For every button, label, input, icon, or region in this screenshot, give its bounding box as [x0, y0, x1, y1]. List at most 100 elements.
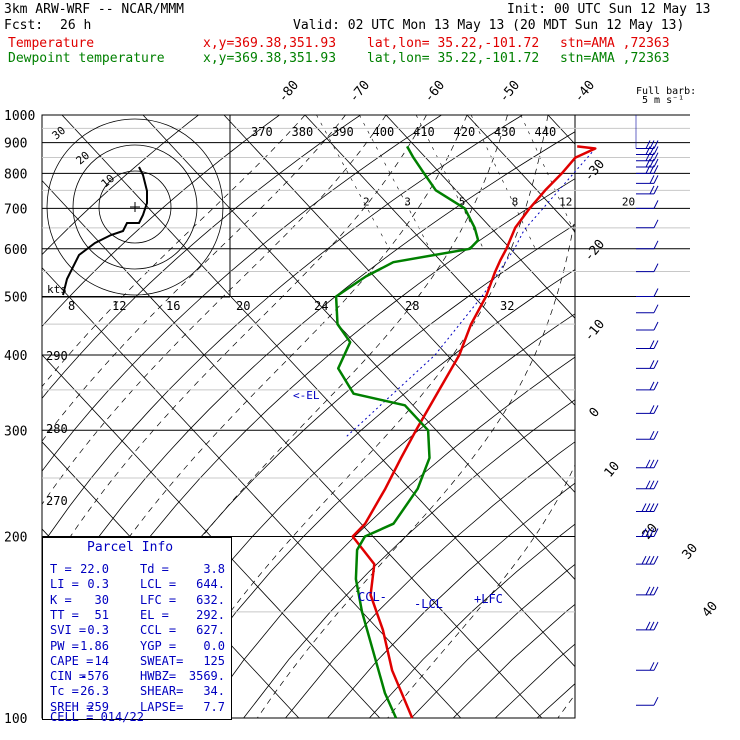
wind-barb: [636, 219, 659, 229]
legend-dewpoint-xy: x,y=369.38,351.93: [203, 51, 337, 66]
wind-barb-flag: [649, 185, 655, 195]
parcel-value: 7.7: [203, 699, 225, 714]
parcel-value: 14: [94, 653, 109, 668]
isotherm: [710, 115, 740, 718]
dry-adiabat: [42, 178, 575, 704]
parcel-value: 26.3: [80, 684, 109, 699]
wind-barb-flag: [649, 165, 655, 174]
isotherm: [42, 354, 381, 718]
wind-barb-flag: [649, 621, 655, 631]
wind-barb-flag: [649, 175, 655, 184]
hodograph-ring: [98, 170, 172, 244]
moist-adiabat: [188, 115, 549, 671]
wind-barb: [636, 200, 659, 209]
wind-barb-flag: [645, 158, 651, 168]
parcel-label: K =: [50, 592, 72, 607]
hodograph-scale-label: 12: [112, 299, 126, 313]
dry-adiabat: [705, 102, 740, 718]
wind-barb-flag: [649, 555, 655, 565]
parcel-label: Tc =: [50, 684, 79, 699]
wind-barb-flag: [653, 200, 659, 209]
parcel-info-title: Parcel Info: [87, 540, 174, 555]
hodograph-scale-label: 28: [405, 299, 419, 313]
wind-barb-flag: [653, 621, 659, 631]
wind-barb-flag: [649, 586, 655, 596]
wind-barb-flag: [653, 219, 659, 229]
wind-barb: [636, 459, 659, 469]
wind-barb: [636, 152, 659, 162]
wind-barb-flag: [649, 360, 655, 369]
parcel-label: CCL =: [140, 623, 177, 638]
hodograph-ring-label: 30: [50, 124, 69, 142]
wind-barb-flag: [653, 185, 659, 195]
lcl-marker: -LCL: [414, 597, 443, 611]
parcel-label: SHEAR=: [140, 684, 184, 699]
parcel-value: 644.: [196, 577, 225, 592]
wind-barb: [636, 165, 659, 174]
pressure-label-500: 500: [4, 291, 27, 306]
wind-barb-flag: [653, 175, 659, 184]
hodograph-scale-label: 8: [68, 299, 75, 313]
barb-legend-units: 5 m s⁻¹: [642, 95, 685, 106]
wind-barb: [636, 696, 659, 706]
parcel-label: Td =: [140, 562, 169, 576]
wind-barb-flag: [649, 158, 655, 168]
parcel-value: 3.8: [203, 562, 225, 576]
wind-barb-flag: [653, 340, 659, 349]
parcel-value: 0.0: [203, 638, 225, 653]
wind-barb-flag: [649, 152, 655, 161]
wind-barb-flag: [645, 555, 651, 565]
wind-barb-flag: [649, 340, 655, 349]
legend-dewpoint-station: stn=AMA ,72363: [560, 51, 670, 66]
wind-barb: [636, 586, 659, 596]
wind-barb: [636, 146, 659, 155]
wind-barb-flag: [653, 480, 659, 489]
isotherm-label: 10: [602, 459, 624, 481]
dry-adiabat: [159, 313, 575, 718]
moist-adiabat: [99, 115, 468, 580]
mixing-ratio-line: [470, 115, 536, 249]
parcel-label: SWEAT=: [140, 653, 184, 668]
wind-barb-flag: [641, 503, 647, 512]
isotherm: [547, 115, 575, 145]
parcel-value: 632.: [196, 592, 225, 607]
wind-barb: [636, 360, 659, 369]
hodograph-scale-label: 20: [236, 299, 250, 313]
wind-barb-flag: [653, 430, 659, 440]
wind-barb-flag: [645, 459, 651, 469]
model-title: 3km ARW-WRF -- NCAR/MMM: [4, 2, 185, 17]
theta-e-label: 430: [494, 125, 516, 139]
wind-barb: [636, 621, 659, 631]
ccl-marker: CCL-: [358, 590, 387, 604]
wind-barb-flag: [653, 503, 659, 512]
wind-barb-flag: [645, 621, 651, 631]
lfc-marker: +LFC: [474, 592, 503, 606]
pressure-label-700: 700: [4, 202, 27, 217]
wind-barb-flag: [649, 405, 655, 414]
pressure-label-1000: 1000: [4, 109, 35, 124]
parcel-value: 259: [87, 699, 109, 714]
dry-adiabat: [42, 115, 281, 327]
wind-barb-flag: [653, 528, 659, 537]
legend-dewpoint-latlon: lat,lon= 35.22,-101.72: [367, 51, 540, 66]
wind-barb: [636, 304, 659, 314]
mixing-ratio-label: 5: [459, 195, 466, 208]
dry-adiabat: [663, 102, 740, 718]
wind-barb-flag: [653, 381, 659, 391]
parcel-label: PW =: [50, 638, 79, 653]
moist-adiabat: [145, 115, 508, 612]
parcel-value: 627.: [196, 623, 225, 638]
hodograph-units: kts: [47, 283, 67, 296]
wind-barb: [636, 528, 659, 537]
theta-label: 280: [46, 422, 68, 436]
parcel-label: YGP =: [140, 638, 177, 653]
dry-adiabat: [621, 102, 740, 718]
temperature-trace: [351, 145, 597, 719]
hodograph-ring: [72, 144, 198, 270]
wind-barb-flag: [653, 555, 659, 565]
moist-adiabat: [42, 115, 387, 505]
wind-barb-flag: [653, 459, 659, 469]
wind-barb-flag: [645, 146, 651, 155]
hodograph-ring: [46, 118, 224, 296]
